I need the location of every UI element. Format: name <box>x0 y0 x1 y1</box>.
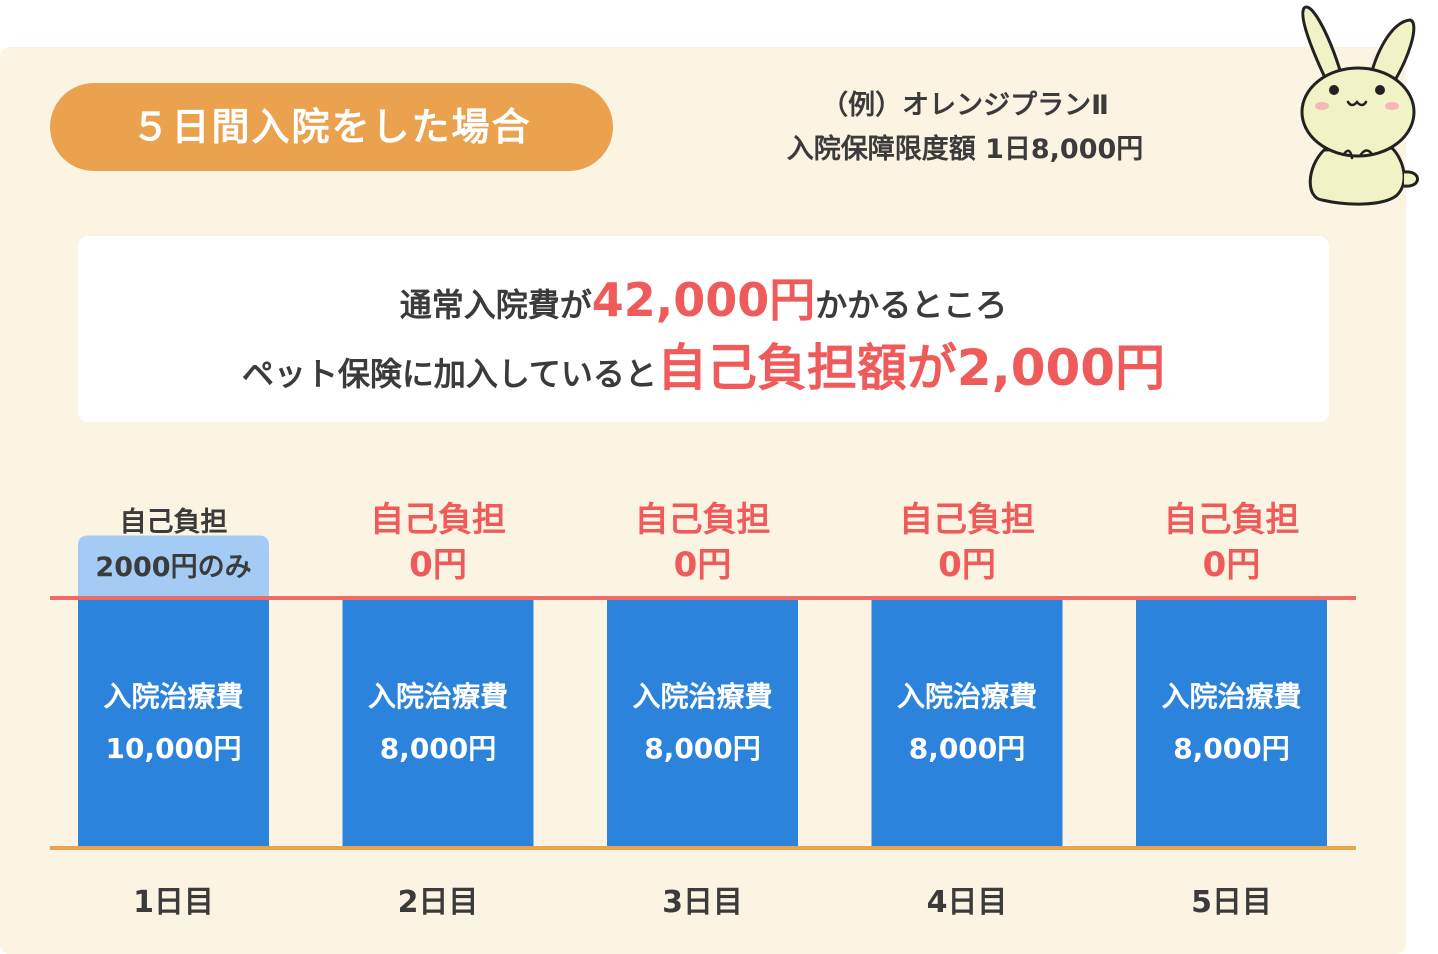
self-pay-label-title: 自己負担 <box>370 500 506 540</box>
bar-label-title: 入院治療費 <box>103 680 243 713</box>
self-pay-label-amount: 0円 <box>1203 545 1261 585</box>
self-pay-label-amount: 0円 <box>938 545 996 585</box>
bar-label-title: 入院治療費 <box>897 680 1037 713</box>
self-pay-label-title: 自己負担 <box>899 500 1035 540</box>
self-pay-label-title: 自己負担 <box>1164 500 1300 540</box>
self-pay-label-title: 自己負担 <box>120 506 228 538</box>
summary-line-2: ペット保険に加入していると自己負担額が2,000円 <box>78 336 1329 406</box>
day-tick-label: 3日目 <box>662 885 743 920</box>
self-pay-label-title: 自己負担 <box>635 500 771 540</box>
plan-name: （例）オレンジプランⅡ <box>821 90 1109 121</box>
bar-label-title: 入院治療費 <box>632 680 772 713</box>
summary-line-1-pre: 通常入院費が <box>399 286 592 324</box>
self-pay-bar <box>78 535 269 598</box>
cost-bar <box>607 598 798 848</box>
cost-bar <box>78 598 269 848</box>
cost-bar <box>1136 598 1327 848</box>
summary-box: 通常入院費が42,000円かかるところ ペット保険に加入していると自己負担額が2… <box>78 236 1329 422</box>
bar-label-amount: 8,000円 <box>909 732 1026 765</box>
bar-label-amount: 8,000円 <box>1173 732 1290 765</box>
cost-bar <box>871 598 1063 848</box>
bar-label-title: 入院治療費 <box>1161 680 1301 713</box>
rabbit-mascot-icon <box>1300 5 1419 206</box>
summary-line-1: 通常入院費が42,000円かかるところ <box>78 270 1329 335</box>
self-pay-label-amount: 0円 <box>674 545 732 585</box>
bar-label-amount: 8,000円 <box>644 732 761 765</box>
day-tick-label: 4日目 <box>927 885 1008 920</box>
day-tick-label: 1日目 <box>133 885 214 920</box>
bar-label-title: 入院治療費 <box>368 680 508 713</box>
bar-label-amount: 8,000円 <box>380 732 497 765</box>
bar-label-amount: 10,000円 <box>105 732 241 765</box>
summary-line-2-pre: ペット保険に加入していると <box>241 355 657 393</box>
summary-line-1-post: かかるところ <box>815 286 1008 324</box>
self-pay-label-amount: 0円 <box>409 545 467 585</box>
page-title: ５日間入院をした場合 <box>50 83 613 171</box>
day-tick-label: 5日目 <box>1191 885 1272 920</box>
day-tick-label: 2日目 <box>398 885 479 920</box>
normal-cost-amount: 42,000円 <box>591 273 816 327</box>
coverage-limit: 入院保障限度額 1日8,000円 <box>786 134 1144 165</box>
plan-info: （例）オレンジプランⅡ 入院保障限度額 1日8,000円 <box>740 84 1190 172</box>
self-pay-label-amount: 2000円のみ <box>95 552 251 583</box>
cost-bar <box>342 598 534 848</box>
self-pay-total: 自己負担額が2,000円 <box>656 339 1166 397</box>
